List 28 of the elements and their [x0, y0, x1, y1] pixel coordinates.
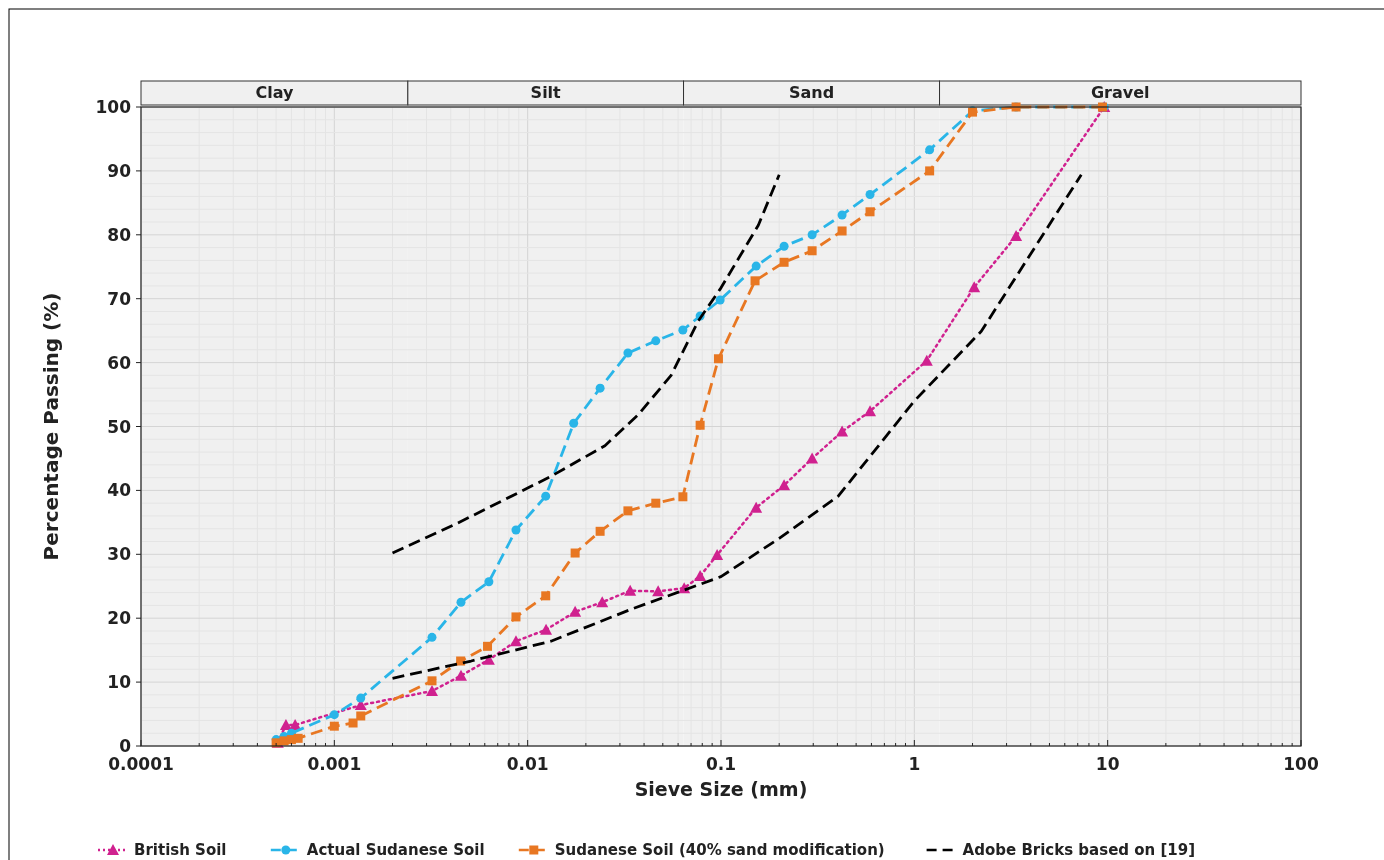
y-tick-label: 0 [119, 736, 132, 756]
legend-label: Actual Sudanese Soil [306, 841, 485, 859]
x-tick-label: 0.0001 [108, 754, 174, 774]
y-tick-label: 100 [95, 97, 132, 117]
x-axis-title: Sieve Size (mm) [634, 778, 808, 800]
legend-label: Adobe Bricks based on [19] [962, 841, 1196, 859]
y-tick-label: 20 [107, 608, 132, 629]
band-label: Gravel [1090, 83, 1150, 102]
y-tick-label: 90 [107, 160, 132, 181]
y-tick-label: 70 [107, 288, 132, 309]
y-axis-title: Percentage Passing (%) [39, 292, 63, 561]
legend-label: British Soil [134, 841, 227, 859]
band-label: Clay [255, 83, 294, 102]
legend-label: Sudanese Soil (40% sand modification) [554, 841, 885, 859]
x-tick-label: 0.1 [705, 754, 737, 774]
y-tick-label: 80 [107, 224, 132, 245]
x-tick-label: 10 [1095, 754, 1120, 774]
x-tick-label: 0.001 [307, 754, 362, 774]
band-label: Silt [530, 83, 562, 102]
x-tick-label: 0.01 [506, 754, 549, 774]
y-tick-label: 60 [107, 352, 132, 373]
y-tick-label: 50 [107, 416, 132, 437]
y-tick-label: 40 [107, 480, 132, 501]
y-tick-label: 10 [107, 672, 132, 693]
band-label: Sand [788, 83, 835, 102]
y-tick-label: 30 [107, 544, 132, 565]
x-tick-label: 100 [1283, 754, 1319, 774]
x-tick-label: 1 [908, 754, 921, 774]
